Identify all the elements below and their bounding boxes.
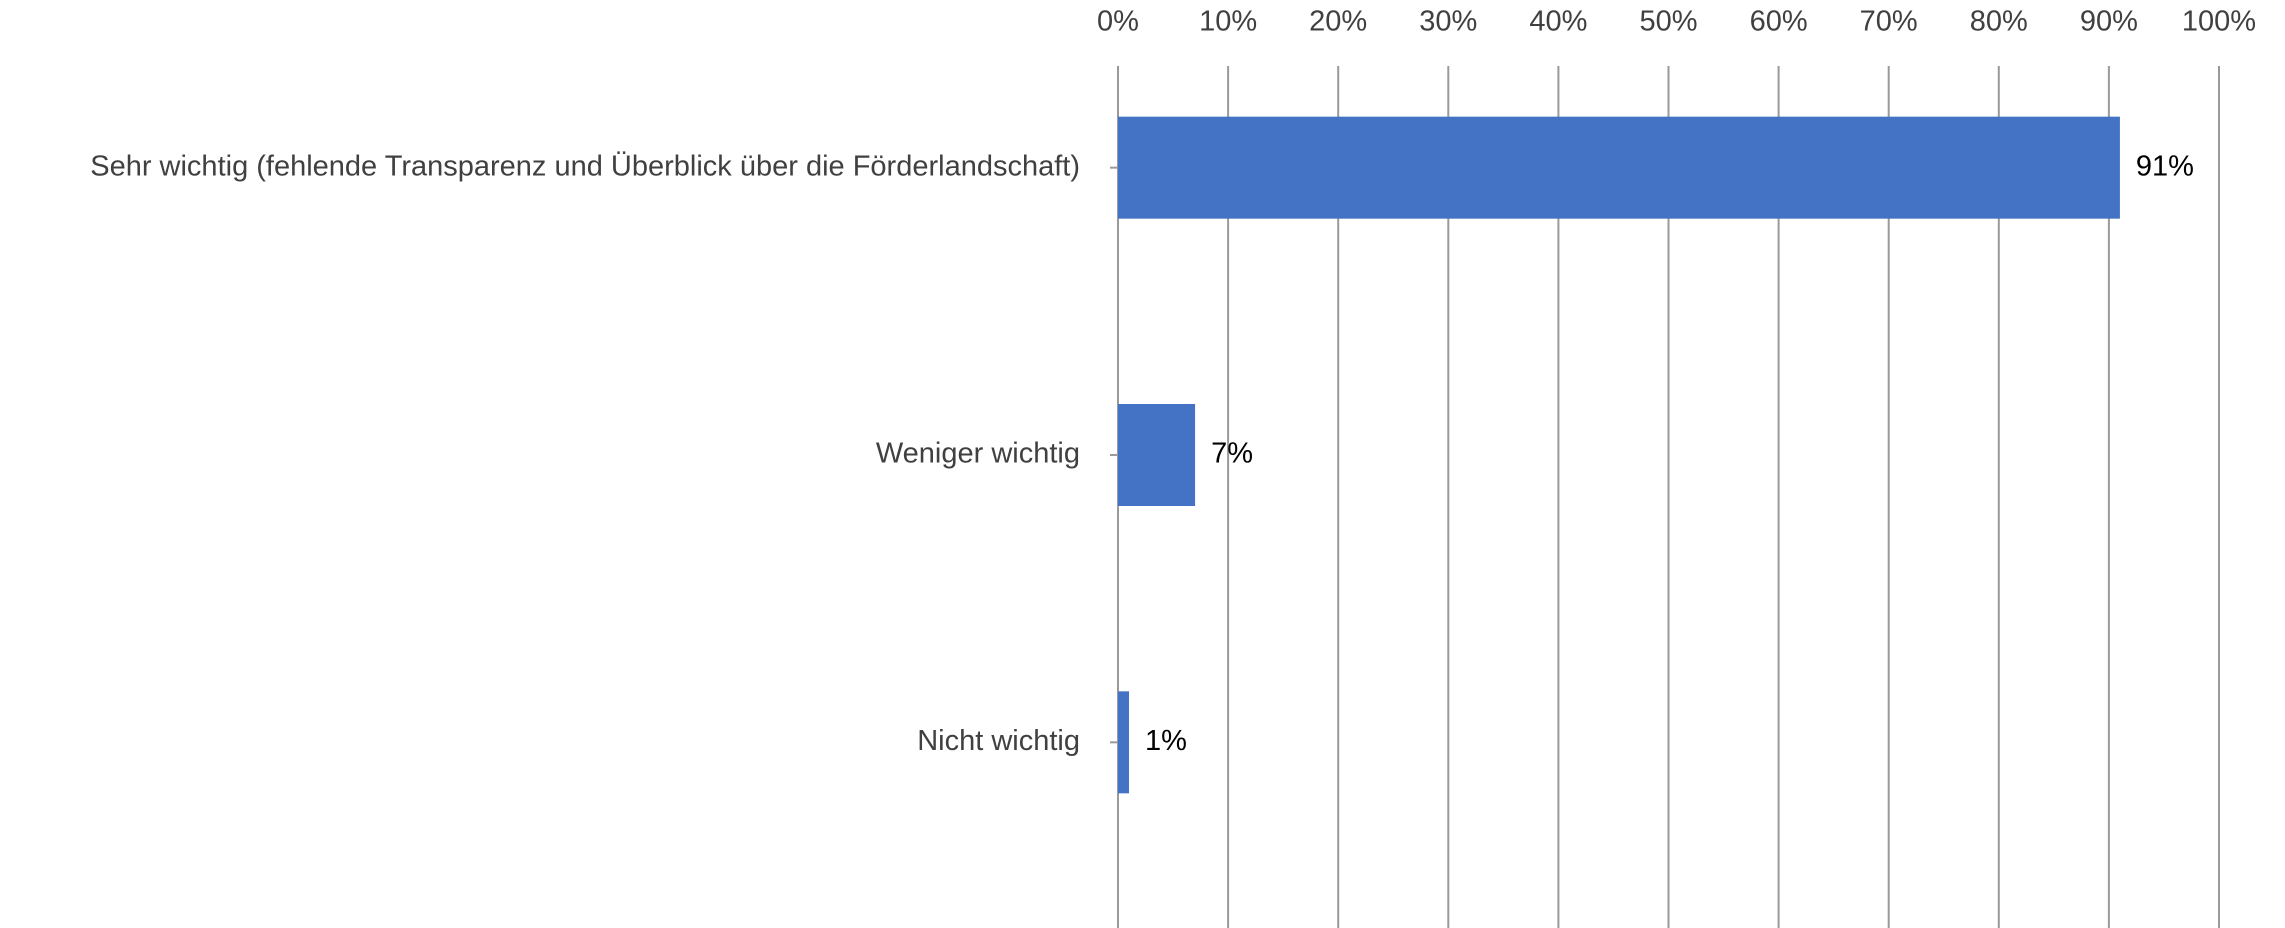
x-tick-label: 20% [1309, 6, 1367, 38]
y-tick-label: Nicht wichtig [917, 725, 1080, 757]
bar [1118, 116, 2120, 219]
x-tick-label: 10% [1199, 6, 1257, 38]
x-tick-label: 40% [1529, 6, 1587, 38]
value-label: 91% [2136, 150, 2194, 182]
x-tick-label: 80% [1970, 6, 2028, 38]
x-tick-label: 70% [1860, 6, 1918, 38]
x-tick-label: 50% [1639, 6, 1697, 38]
bar [1118, 404, 1196, 506]
value-label: 1% [1145, 725, 1187, 757]
x-tick-label: 30% [1419, 6, 1477, 38]
x-tick-label: 0% [1097, 6, 1139, 38]
x-tick-label: 90% [2080, 6, 2138, 38]
bar [1118, 691, 1130, 794]
x-tick-label: 100% [2182, 6, 2256, 38]
value-label: 7% [1211, 438, 1253, 470]
y-tick-label: Weniger wichtig [876, 438, 1080, 470]
x-tick-label: 60% [1750, 6, 1808, 38]
y-tick-label: Sehr wichtig (fehlende Transparenz und Ü… [90, 150, 1080, 182]
